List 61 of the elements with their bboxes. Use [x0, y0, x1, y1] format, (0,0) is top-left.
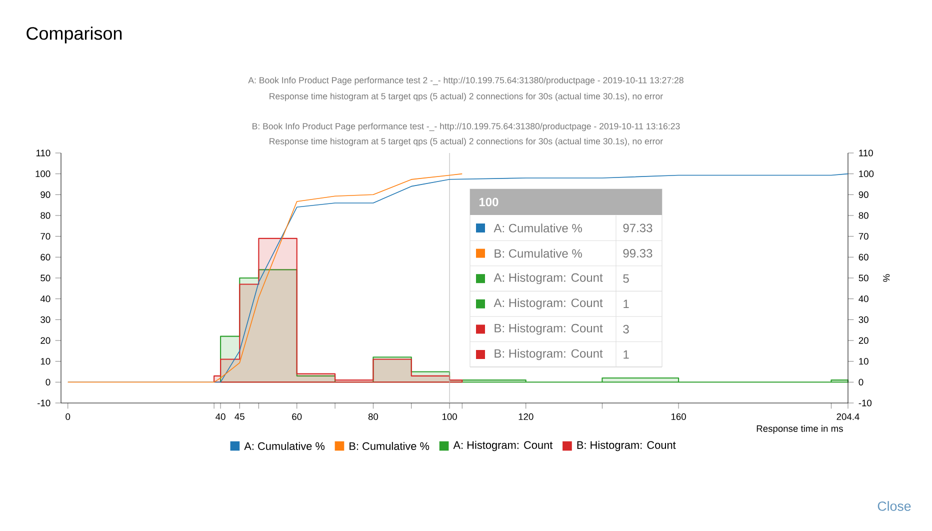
annotation: B: Cumulative %: [494, 248, 582, 258]
annotation: 99.33: [623, 249, 652, 258]
y2-tick-label: 70: [858, 233, 868, 240]
text: B: Book Info Product Page performance test -_- http://10.199.75.64:31380/productpage - 2019-10-11 13:16:23: [252, 122, 680, 132]
x-tick-label: 204.4: [836, 413, 860, 420]
text: Close: [878, 501, 911, 511]
x-tick-label: 80: [368, 413, 378, 420]
x-axis-title: Response time in ms: [756, 425, 843, 434]
annotation: 1: [624, 300, 629, 308]
annotation: 97.33: [623, 224, 652, 232]
y-tick-label: 20: [40, 337, 50, 344]
x-tick-label: 160: [671, 413, 686, 420]
text: Response time histogram at 5 target qps (5 actual) 2 connections for 30s (actual time 30.1s), no error: [270, 92, 663, 102]
annotation: 3: [623, 324, 629, 334]
x-tick-label: 0: [66, 413, 70, 420]
text: Response time histogram at 5 target qps (5 actual) 2 connections for 30s (actual time 30.1s), no error: [270, 138, 663, 146]
y-tick-label: 80: [40, 212, 50, 219]
legend-label: B: Histogram: Count: [577, 440, 676, 452]
line-series: [67, 173, 463, 383]
y2-tick-label: 100: [859, 170, 874, 178]
annotation: B: Histogram: Count: [494, 324, 603, 335]
text: A: Book Info Product Page performance test 2 -_- http://10.199.75.64:31380/productpage - 2019-10-11 13:27:28: [248, 76, 684, 86]
ref-line-label: 100: [479, 198, 498, 206]
y-tick-label: 30: [40, 316, 50, 323]
y2-tick-label: 60: [858, 254, 868, 260]
annotation: B: Histogram: Count: [494, 348, 603, 360]
y-tick-label: 100: [36, 170, 50, 178]
annotation: A: Histogram: Count: [494, 272, 603, 284]
y-tick-label: 0: [46, 378, 50, 386]
y2-tick-label: 90: [858, 191, 868, 198]
annotation: A: Cumulative %: [494, 224, 582, 232]
y-tick-label: 90: [40, 191, 50, 198]
y2-tick-label: 50: [858, 274, 868, 282]
chart-title: Comparison: [26, 26, 122, 44]
y2-tick-label: 40: [858, 296, 868, 302]
y2-tick-label: 30: [858, 316, 868, 323]
y2-tick-label: 20: [858, 337, 868, 344]
y-tick-label: 40: [40, 296, 50, 302]
y-tick-label: 70: [40, 233, 50, 240]
x-tick-label: 100: [442, 413, 457, 420]
annotation: 5: [623, 274, 629, 283]
y2-tick-label: 110: [859, 150, 873, 156]
y2-tick-label: 80: [858, 212, 868, 219]
y-tick-label: 110: [36, 150, 50, 156]
legend-label: A: Cumulative %: [244, 442, 325, 450]
annotation: 1: [624, 350, 629, 359]
y2-axis-title: %: [883, 274, 890, 282]
x-tick-label: 120: [518, 413, 534, 420]
y-tick-label: 10: [40, 358, 50, 365]
x-tick-label: 60: [292, 413, 302, 420]
y2-tick-label: 10: [859, 358, 868, 365]
x-tick-label: 45: [234, 413, 244, 420]
y-tick-label: 50: [40, 274, 50, 282]
legend-label: B: Cumulative %: [350, 442, 430, 450]
legend-label: A: Histogram: Count: [453, 440, 553, 452]
y-tick-label: -10: [38, 400, 50, 406]
y-tick-label: 60: [40, 254, 50, 260]
y2-tick-label: -10: [858, 400, 872, 406]
x-tick-label: 40: [216, 413, 226, 420]
annotation: A: Histogram: Count: [494, 298, 603, 310]
y2-tick-label: 0: [858, 378, 864, 386]
